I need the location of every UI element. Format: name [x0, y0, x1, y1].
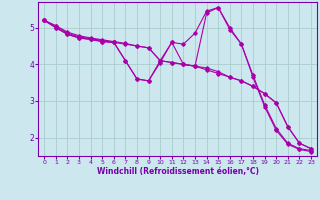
- X-axis label: Windchill (Refroidissement éolien,°C): Windchill (Refroidissement éolien,°C): [97, 167, 259, 176]
